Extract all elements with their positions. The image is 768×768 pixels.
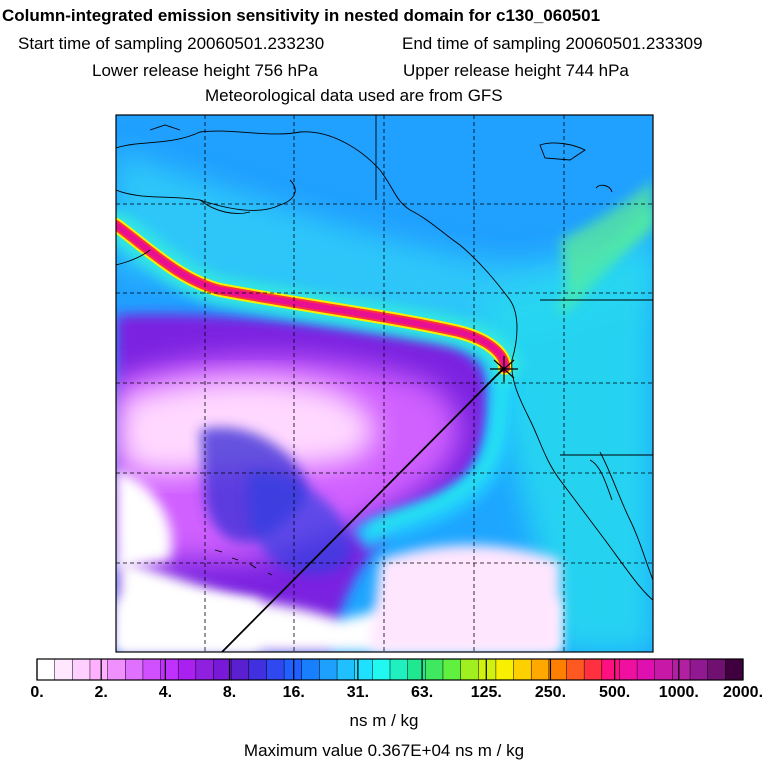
colorbar-cell [495,659,514,680]
colorbar-cell [54,659,73,680]
colorbar-cell [390,659,408,680]
start-time-label: Start time of sampling 20060501.233230 [18,34,325,53]
plot-title: Column-integrated emission sensitivity i… [2,6,601,25]
lower-release-label: Lower release height 756 hPa [92,61,318,80]
colorbar-cell [690,659,708,680]
colorbar-tick-label: 63. [410,684,434,701]
colorbar-cell [37,659,55,680]
colorbar-cell [725,659,744,680]
colorbar-cell [337,659,355,680]
colorbar-cell [72,659,91,680]
colorbar-cell [319,659,338,680]
colorbar-cell [584,659,603,680]
colorbar-tick-label: 4. [158,684,173,701]
colorbar-cell [89,659,108,680]
colorbar-units: ns m / kg [349,711,419,730]
colorbar-cell [548,659,567,680]
colorbar-tick-label: 2000. [722,684,764,701]
colorbar-cell [354,659,373,680]
colorbar-cell [407,659,426,680]
colorbar-cell [478,659,497,680]
colorbar-tick-label: 125. [470,684,502,701]
colorbar-cell [372,659,391,680]
maximum-value-label: Maximum value 0.367E+04 ns m / kg [243,741,525,760]
latlon-grid [116,115,653,652]
colorbar-tick-label: 16. [282,684,305,701]
colorbar-cell [654,659,673,680]
colorbar-tick-label: 8. [222,684,237,701]
colorbar-cell [195,659,214,680]
colorbar-cell [442,659,461,680]
receptor-star-icon [490,356,518,382]
end-time-label: End time of sampling 20060501.233309 [402,34,703,53]
colorbar-cell [301,659,320,680]
colorbar-cell [160,659,179,680]
colorbar-cell [125,659,144,680]
colorbar-cell [460,659,479,680]
colorbar-tick-label: 1000. [658,684,699,701]
coastlines [116,124,653,601]
colorbar-cell [707,659,726,680]
colorbar-cell [601,659,620,680]
colorbar-tick-label: 250. [534,684,567,701]
upper-release-label: Upper release height 744 hPa [403,61,629,80]
borders [375,115,653,456]
colorbar-tick-label: 500. [599,684,631,701]
colorbar-cell [619,659,638,680]
colorbar-cell [513,659,532,680]
colorbar-cell [231,659,250,680]
colorbar-cell [107,659,126,680]
sensitivity-field [116,115,653,652]
colorbar-tick-label: 31. [346,684,370,701]
colorbar-cell [284,659,303,680]
colorbar-tick-label: 0. [30,684,44,701]
colorbar-cell [248,659,267,680]
colorbar-cell [566,659,585,680]
colorbar-cell [142,659,161,680]
colorbar-cell [266,659,285,680]
colorbar-cell [178,659,197,680]
met-data-label: Meteorological data used are from GFS [205,86,503,105]
map-frame [115,114,654,653]
colorbar-major-ticks [36,659,744,680]
colorbar [36,659,744,680]
flight-track-line [221,367,505,652]
colorbar-cell [531,659,550,680]
colorbar-cell [425,659,444,680]
colorbar-cell [213,659,232,680]
colorbar-cell [672,659,691,680]
colorbar-tick-label: 2. [94,684,108,701]
colorbar-cell [637,659,656,680]
